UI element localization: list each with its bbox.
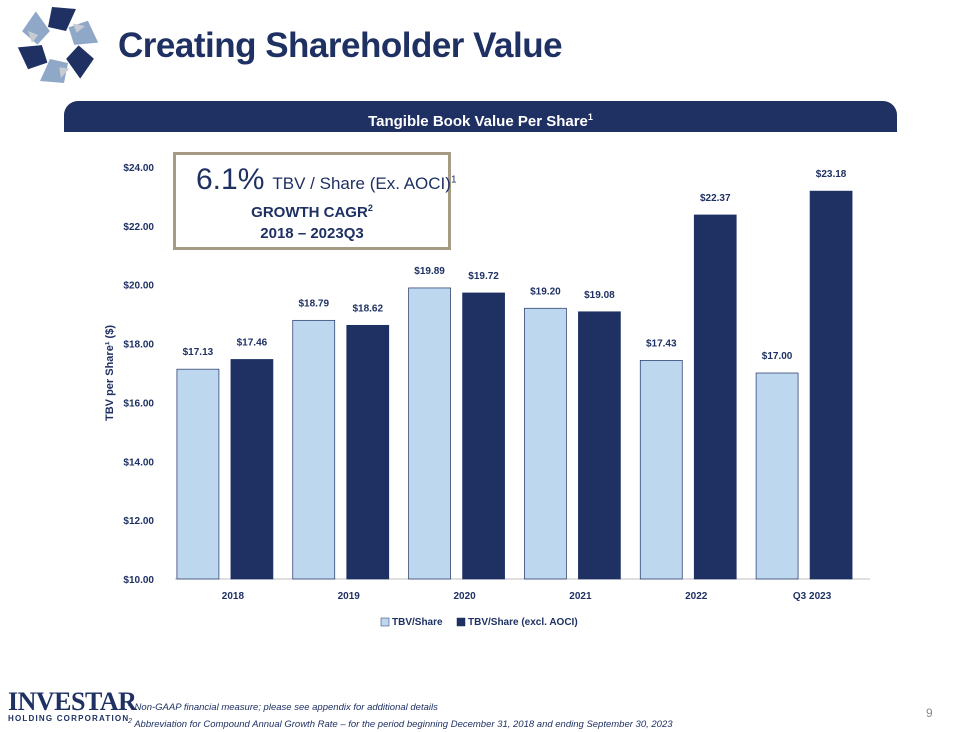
legend-label: TBV/Share — [392, 617, 443, 628]
cagr-callout-box: 6.1% TBV / Share (Ex. AOCI)1 GROWTH CAGR2… — [173, 152, 457, 250]
page-number: 9 — [926, 706, 933, 720]
bar-tbv-share-excl-aoci — [578, 311, 621, 580]
footnote-1-text: Non-GAAP financial measure; please see a… — [131, 702, 438, 714]
bar-tbv-share — [408, 287, 451, 580]
bar-tbv-share-excl-aoci — [346, 324, 390, 580]
x-tick-label: 2020 — [453, 591, 476, 602]
bar-tbv-share — [755, 372, 799, 580]
bar-value-label: $19.89 — [414, 266, 445, 277]
brand-subtitle: HOLDING CORPORATION — [8, 714, 130, 723]
footnote-1: 1 Non-GAAP financial measure; please see… — [128, 698, 673, 715]
bar-value-label: $18.62 — [352, 303, 383, 314]
bar-value-label: $19.72 — [468, 271, 499, 282]
cagr-growth-line: GROWTH CAGR2 — [176, 203, 448, 221]
bar-value-label: $19.20 — [530, 286, 561, 297]
axis-layer: $10.00 $12.00 $14.00 $16.00 $18.00 $20.00 $22.… — [104, 163, 870, 602]
bar-value-label: $18.79 — [298, 298, 329, 309]
footnote-2-marker: 2 — [128, 718, 132, 726]
legend-swatch — [380, 617, 390, 627]
bar-tbv-share-excl-aoci — [693, 214, 737, 580]
y-axis-title: TBV per Share¹ ($) — [104, 325, 116, 421]
bar-tbv-share-excl-aoci — [230, 359, 274, 580]
legend-swatch — [456, 617, 466, 627]
footnote-1-marker: 1 — [128, 701, 132, 708]
y-tick-label: $18.00 — [123, 340, 154, 351]
bar-tbv-share-excl-aoci — [809, 190, 853, 580]
cagr-label: TBV / Share (Ex. AOCI)1 — [272, 174, 456, 193]
x-tick-label: 2022 — [685, 591, 708, 602]
bar-tbv-share-excl-aoci — [462, 292, 505, 580]
legend-label: TBV/Share (excl. AOCI) — [468, 617, 578, 628]
x-tick-label: Q3 2023 — [793, 591, 832, 602]
bar-value-label: $19.08 — [584, 290, 615, 301]
y-tick-label: $20.00 — [123, 281, 154, 292]
x-tick-label: 2019 — [338, 591, 361, 602]
cagr-headline: 6.1% TBV / Share (Ex. AOCI)1 — [196, 163, 457, 197]
page-title: Creating Shareholder Value — [118, 26, 563, 65]
y-tick-label: $24.00 — [123, 163, 154, 174]
bar-tbv-share — [524, 307, 567, 580]
cagr-label-footnote-ref: 1 — [450, 174, 457, 186]
investar-star-logo-icon — [17, 7, 99, 83]
cagr-growth-footnote-ref: 2 — [367, 203, 373, 213]
cagr-growth-text: GROWTH CAGR — [251, 204, 368, 221]
chart-banner: Tangible Book Value Per Share1 — [64, 101, 897, 132]
brand-logo: INVESTAR HOLDING CORPORATION — [8, 687, 137, 724]
cagr-percent: 6.1% — [196, 163, 265, 196]
cagr-label-text: TBV / Share (Ex. AOCI) — [272, 174, 451, 193]
y-tick-label: $22.00 — [123, 222, 154, 233]
brand-name: INVESTAR — [8, 687, 137, 716]
y-tick-label: $10.00 — [123, 575, 154, 586]
bar-tbv-share — [176, 368, 220, 580]
bar-value-label: $23.18 — [816, 169, 847, 180]
banner-text: Tangible Book Value Per Share — [368, 113, 588, 130]
y-tick-label: $12.00 — [123, 516, 154, 527]
x-tick-label: 2021 — [569, 591, 592, 602]
bar-value-label: $17.13 — [183, 347, 214, 358]
banner-footnote-ref: 1 — [587, 112, 593, 122]
bar-value-label: $22.37 — [700, 193, 731, 204]
y-tick-label: $16.00 — [123, 398, 154, 409]
footnotes: 1 Non-GAAP financial measure; please see… — [128, 698, 673, 732]
label-layer: $17.13 $17.46 $18.79 $18.62 $19.89 $19.72 $19.… — [183, 169, 847, 362]
bar-layer — [176, 190, 853, 580]
bar-value-label: $17.43 — [646, 338, 677, 349]
legend-layer: TBV/Share TBV/Share (excl. AOCI) — [380, 617, 578, 628]
x-tick-label: 2018 — [222, 591, 245, 602]
bar-value-label: $17.00 — [762, 351, 793, 362]
bar-tbv-share — [639, 359, 683, 580]
footnote-2: 2 Abbreviation for Compound Annual Growt… — [128, 715, 673, 732]
footnote-2-text: Abbreviation for Compound Annual Growth … — [131, 719, 673, 731]
cagr-period: 2018 – 2023Q3 — [260, 225, 364, 242]
bar-value-label: $17.46 — [237, 337, 268, 348]
bar-tbv-share — [292, 319, 336, 580]
y-tick-label: $14.00 — [123, 457, 154, 468]
